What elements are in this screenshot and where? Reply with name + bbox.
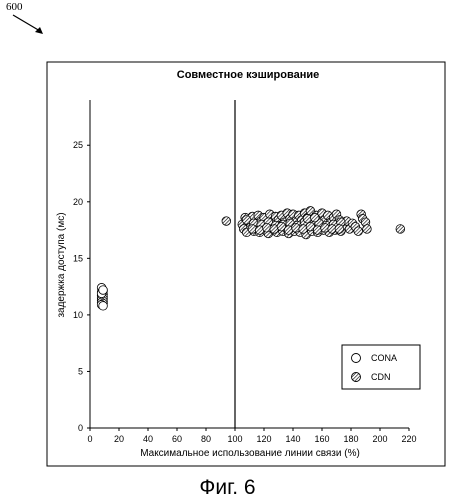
y-tick-label: 15 <box>73 253 83 263</box>
x-tick-label: 160 <box>314 434 329 444</box>
legend-marker-cdn <box>352 373 361 382</box>
point-cdn <box>335 225 344 234</box>
x-tick-label: 100 <box>227 434 242 444</box>
chart-title: Совместное кэширование <box>177 69 320 81</box>
chart-frame <box>47 62 445 466</box>
x-tick-label: 220 <box>401 434 416 444</box>
point-cdn <box>363 225 372 234</box>
point-cona <box>99 302 108 311</box>
legend: CONA CDN <box>342 345 420 389</box>
point-cdn <box>222 217 231 226</box>
x-axis-label: Максимальное использование линии связи (… <box>140 448 360 459</box>
legend-box <box>342 345 420 389</box>
legend-label-cona: CONA <box>371 353 397 363</box>
x-tick-label: 0 <box>87 434 92 444</box>
y-axis-label: задержка доступа (мс) <box>56 212 67 317</box>
point-cdn <box>396 225 405 234</box>
y-tick-label: 25 <box>73 140 83 150</box>
y-tick-label: 5 <box>78 366 83 376</box>
scatter-chart: Совместное кэширование 02040608010012014… <box>0 0 455 475</box>
y-tick-label: 0 <box>78 423 83 433</box>
y-tick-label: 10 <box>73 310 83 320</box>
x-tick-label: 60 <box>172 434 182 444</box>
figure-caption: Фиг. 6 <box>0 476 455 500</box>
x-tick-label: 180 <box>343 434 358 444</box>
point-cdn <box>354 227 363 236</box>
point-cdn <box>310 213 319 222</box>
x-tick-label: 140 <box>285 434 300 444</box>
legend-marker-cona <box>352 354 361 363</box>
x-tick-label: 120 <box>256 434 271 444</box>
x-tick-label: 200 <box>372 434 387 444</box>
x-tick-label: 40 <box>143 434 153 444</box>
x-tick-label: 20 <box>114 434 124 444</box>
legend-label-cdn: CDN <box>371 372 391 382</box>
x-tick-label: 80 <box>201 434 211 444</box>
point-cona <box>99 286 108 295</box>
y-tick-label: 20 <box>73 197 83 207</box>
